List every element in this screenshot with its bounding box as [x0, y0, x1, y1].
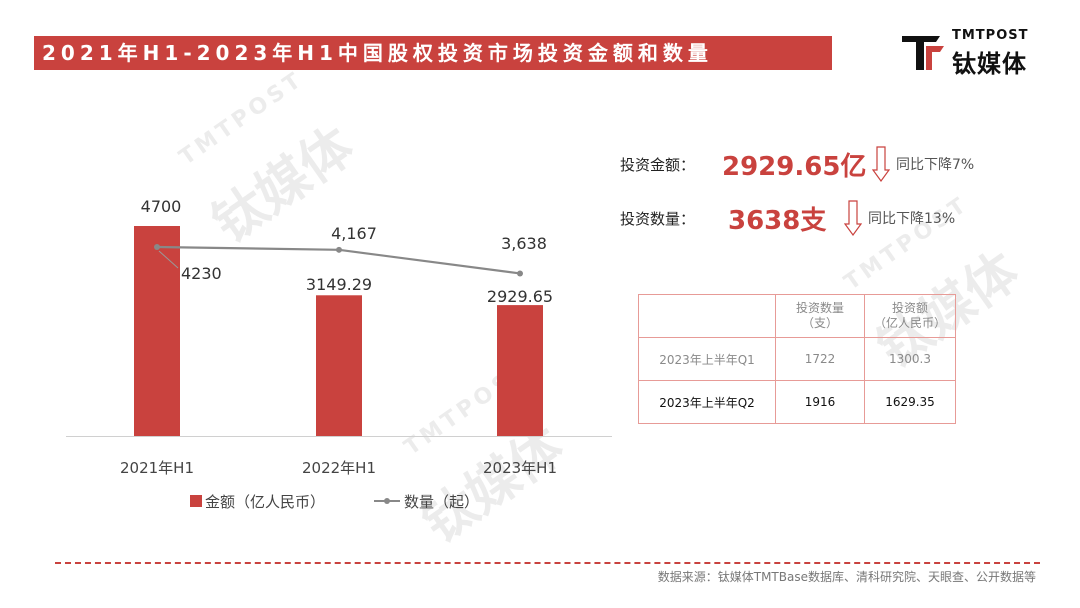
kpi-count-label: 投资数量：	[620, 210, 696, 228]
brand-name-cn: 钛媒体	[952, 50, 1027, 78]
kpi-count-change: 同比下降13%	[868, 211, 956, 227]
amount-data-label: 3149.29	[306, 275, 372, 294]
count-data-label: 3,638	[501, 234, 547, 253]
table-header-row: 投资数量 （支） 投资额 （亿人民币）	[638, 294, 956, 338]
table-row: 2023年上半年Q1 1722 1300.3	[638, 337, 956, 381]
count-data-label: 4,167	[331, 224, 377, 243]
tmtpost-logo-icon	[902, 36, 944, 70]
table-header-cell	[638, 294, 776, 338]
kpi-count-value: 3638支	[728, 206, 827, 236]
count-point	[154, 244, 160, 250]
table-cell: 2023年上半年Q2	[638, 380, 776, 424]
table-header-cell: 投资数量 （支）	[775, 294, 865, 338]
footer-divider	[55, 562, 1040, 564]
table-cell: 2023年上半年Q1	[638, 337, 776, 381]
amount-bar	[134, 226, 180, 436]
amount-bar	[497, 305, 543, 436]
table-cell: 1916	[775, 380, 865, 424]
amount-bar	[316, 295, 362, 436]
amount-data-label: 4700	[141, 197, 182, 216]
kpi-amount: 投资金额： 2929.65亿 同比下降7%	[620, 146, 1020, 182]
amount-data-label: 2929.65	[487, 287, 553, 306]
x-tick-label: 2021年H1	[120, 459, 194, 477]
arrow-down-icon	[872, 146, 890, 182]
brand-name-en: TMTPOST	[952, 28, 1029, 43]
table-cell: 1722	[775, 337, 865, 381]
table-cell: 1300.3	[864, 337, 956, 381]
table-header-cell: 投资额 （亿人民币）	[864, 294, 956, 338]
count-data-label: 4230	[181, 264, 222, 283]
kpi-count: 投资数量： 3638支 同比下降13%	[620, 200, 1020, 236]
label-leader-line	[158, 250, 179, 269]
x-tick-label: 2022年H1	[302, 459, 376, 477]
table-cell: 1629.35	[864, 380, 956, 424]
table-row: 2023年上半年Q2 1916 1629.35	[638, 380, 956, 424]
x-tick-label: 2023年H1	[483, 459, 557, 477]
investment-chart: 4700 3149.29 2929.65 4230 4,167 3,638 2021年H1 2…	[66, 197, 612, 511]
count-point	[336, 246, 342, 253]
legend-bar-swatch	[190, 495, 202, 507]
legend-line-label: 数量（起）	[404, 493, 479, 511]
legend-bar-label: 金额（亿人民币）	[205, 493, 325, 511]
quarterly-table: 投资数量 （支） 投资额 （亿人民币） 2023年上半年Q1 1722 1300…	[638, 294, 956, 424]
legend-line-marker	[384, 498, 390, 504]
kpi-amount-change: 同比下降7%	[896, 157, 975, 173]
page-title: 2021年H1-2023年H1中国股权投资市场投资金额和数量	[34, 36, 832, 70]
kpi-amount-value: 2929.65亿	[722, 152, 867, 182]
arrow-down-icon	[844, 200, 862, 236]
data-source: 数据来源：钛媒体TMTBase数据库、清科研究院、天眼查、公开数据等	[657, 570, 1036, 584]
brand-logo: TMTPOST 钛媒体	[900, 26, 1040, 78]
kpi-amount-label: 投资金额：	[620, 156, 696, 174]
count-point	[517, 270, 523, 277]
